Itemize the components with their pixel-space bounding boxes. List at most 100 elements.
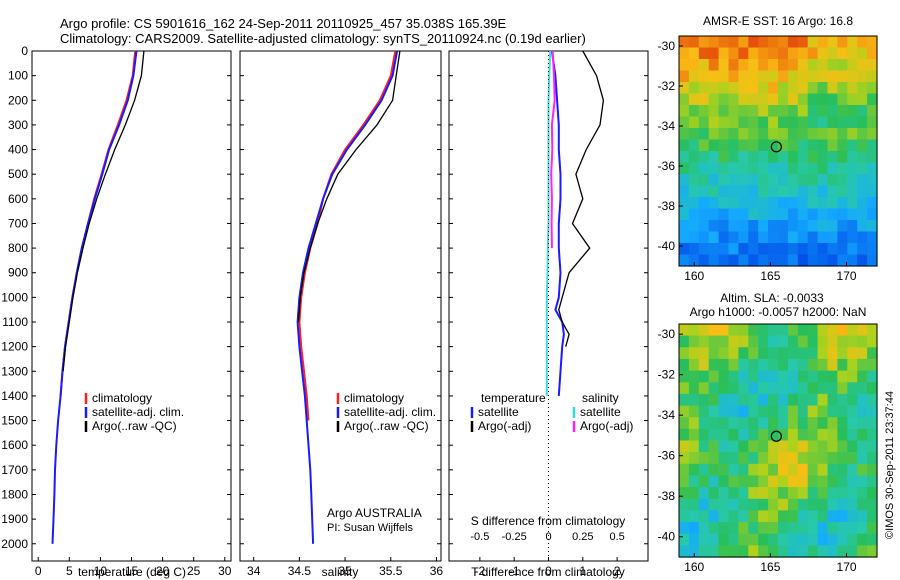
map-cell [817,59,829,72]
map-cell [847,128,858,141]
map-cell [817,105,829,118]
map-cell [787,452,799,465]
map-cell [787,522,799,535]
map-cell [708,82,720,95]
map-cell [827,382,838,395]
map-cell [698,197,710,210]
map-cell [857,522,868,535]
map-cell [797,208,809,221]
map-cell [847,185,858,198]
map-cell [708,208,720,221]
map-cell [698,510,710,523]
x-tick-label: -1 [509,564,520,578]
temp-legend-label: Argo(..raw -QC) [92,419,177,433]
map-cell [797,231,809,244]
map-cell [728,510,739,523]
map-cell [679,116,690,129]
map-cell [708,405,720,418]
map-cell [787,405,799,418]
map-cell [778,162,789,175]
map-cell [679,185,690,198]
map-cell [847,347,858,360]
map-cell [688,463,700,477]
map-cell [758,197,769,210]
diff-legend-t-title: temperature [481,391,546,405]
map-cell [728,128,739,141]
map-cell [679,174,690,187]
map-cell [698,463,710,477]
sal-legend-label: satellite-adj. clim. [344,405,436,419]
map-cell [698,452,710,465]
map-cell [738,452,749,465]
map-cell [778,208,789,221]
map-cell [698,335,710,348]
map-cell [837,452,848,465]
map-cell [728,162,739,175]
map-cell [748,47,759,60]
map-cell [708,93,720,106]
map-cell [758,417,769,430]
map-cell [758,59,769,72]
panel-diff: -2 -1 0 1 2 [448,50,649,578]
map-cell [837,185,848,198]
map-cell [748,358,759,372]
map-cell [807,254,819,267]
argo-location-marker [770,430,782,442]
map-cell [857,208,868,221]
map-cell [748,382,759,395]
depth-tick-label: 100 [8,69,28,83]
map-cell [847,36,858,49]
map-cell [827,105,838,118]
map-cell [867,185,878,198]
map-cell [708,324,720,337]
map-cell [768,370,779,383]
map-cell [768,358,779,372]
map-cell [728,475,739,488]
map-cell [679,139,690,152]
map-cell [807,452,819,465]
map-cell [867,487,878,500]
map-cell [708,220,720,233]
map-cell [807,335,819,348]
map-cell [688,440,700,453]
map-cell [847,522,858,535]
map-cell [748,405,759,418]
map-cell [797,475,809,488]
map-cell [698,428,710,442]
map-cell [817,254,829,267]
map-cell [758,347,769,360]
map-cell [679,47,690,60]
map-cell [758,116,769,129]
map-cell [857,393,868,407]
map-cell [837,174,848,187]
sla-map: -30 -32 -34 -36 -38 -40 160 165 170 [658,323,878,574]
diff-s-legend-label: Argo(-adj) [580,419,633,433]
map-cell [817,498,829,512]
map-cell [787,393,799,407]
map-cell [817,243,829,256]
map-cell [797,393,809,407]
depth-tick-label: 1800 [1,487,28,501]
map-cell [758,475,769,488]
map-cell [837,208,848,221]
series-line [51,50,138,544]
map-cell [787,487,799,500]
map-cell [837,254,848,267]
map-cell [738,105,749,118]
map-cell [867,440,878,453]
map-cell [688,347,700,360]
map-cell [708,59,720,72]
map-cell [679,475,690,488]
x-tick-label: 35.5 [379,564,403,578]
map-cell [718,105,730,118]
map-cell [817,162,829,175]
map-cell [768,70,779,83]
map-cell [679,162,690,175]
map-cell [867,243,878,256]
map-cell [708,522,720,535]
map-cell [837,417,848,430]
map-cell [679,335,690,348]
map-cell [778,522,789,535]
map-cell [768,151,779,164]
map-cell [738,522,749,535]
